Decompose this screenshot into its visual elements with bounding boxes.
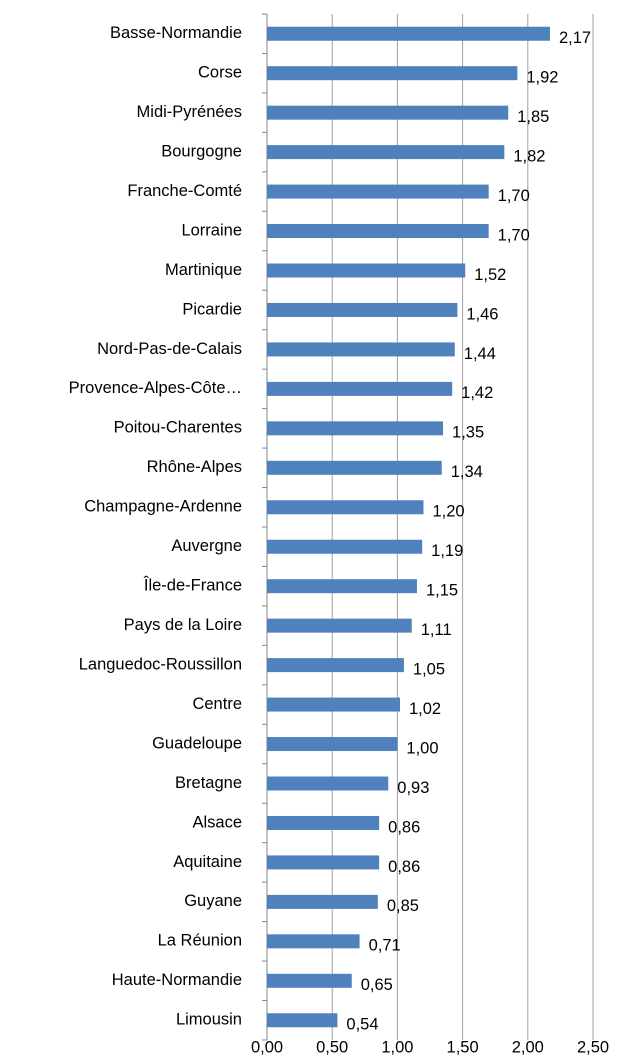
bar xyxy=(267,26,550,41)
y-tick-label: Bourgogne xyxy=(161,142,242,160)
bar xyxy=(267,815,380,830)
value-label: 0,54 xyxy=(346,1016,378,1034)
bar xyxy=(267,894,378,909)
y-tick-label: Lorraine xyxy=(181,221,242,239)
value-label: 1,00 xyxy=(406,739,438,757)
y-tick-label: Poitou-Charentes xyxy=(114,419,242,437)
value-label: 1,52 xyxy=(474,266,506,284)
y-tick-label: Haute-Normandie xyxy=(112,971,242,989)
value-label: 0,71 xyxy=(369,937,401,955)
bar xyxy=(267,302,458,317)
value-label: 1,02 xyxy=(409,700,441,718)
value-label: 0,65 xyxy=(361,976,393,994)
value-label: 2,17 xyxy=(559,29,591,47)
y-tick-label: Champagne-Ardenne xyxy=(84,498,242,516)
value-label: 1,15 xyxy=(426,582,458,600)
bar xyxy=(267,224,489,239)
bar xyxy=(267,1013,338,1028)
value-label: 1,70 xyxy=(498,226,530,244)
bar xyxy=(267,184,489,199)
value-label: 1,46 xyxy=(466,305,498,323)
value-label: 1,44 xyxy=(464,345,496,363)
value-label: 1,85 xyxy=(517,108,549,126)
value-label: 0,93 xyxy=(397,779,429,797)
bar xyxy=(267,263,466,278)
bar xyxy=(267,973,352,988)
x-tick-label: 0,00 xyxy=(251,1038,283,1056)
bar xyxy=(267,934,360,949)
value-label: 1,82 xyxy=(513,147,545,165)
x-tick-label: 2,00 xyxy=(512,1038,544,1056)
x-tick-label: 1,50 xyxy=(447,1038,479,1056)
y-tick-label: Guadeloupe xyxy=(152,734,242,752)
y-tick-label: Centre xyxy=(192,695,242,713)
y-tick-label: La Réunion xyxy=(158,932,242,950)
x-tick-label: 1,00 xyxy=(381,1038,413,1056)
y-tick-label: Languedoc-Roussillon xyxy=(79,655,242,673)
y-tick-label: Auvergne xyxy=(171,537,242,555)
value-label: 0,86 xyxy=(388,818,420,836)
bar xyxy=(267,618,412,633)
bar xyxy=(267,105,509,120)
y-tick-label: Guyane xyxy=(184,892,242,910)
bar xyxy=(267,145,505,160)
bar xyxy=(267,460,442,475)
bar xyxy=(267,66,518,81)
bar xyxy=(267,776,389,791)
y-tick-label: Picardie xyxy=(182,300,242,318)
y-tick-label: Martinique xyxy=(165,261,242,279)
value-label: 1,34 xyxy=(451,463,483,481)
y-tick-label: Corse xyxy=(198,64,242,82)
x-tick-label: 0,50 xyxy=(316,1038,348,1056)
y-tick-label: Aquitaine xyxy=(173,853,242,871)
value-label: 1,92 xyxy=(526,69,558,87)
bar xyxy=(267,737,398,752)
value-label: 1,42 xyxy=(461,384,493,402)
bar xyxy=(267,697,401,712)
y-tick-label: Rhône-Alpes xyxy=(147,458,242,476)
y-tick-label: Bretagne xyxy=(175,774,242,792)
bar xyxy=(267,342,455,357)
y-tick-label: Nord-Pas-de-Calais xyxy=(97,340,242,358)
y-tick-label: Île-de-France xyxy=(143,576,242,595)
bar xyxy=(267,381,453,396)
y-tick-label: Franche-Comté xyxy=(127,182,242,200)
y-tick-label: Limousin xyxy=(176,1011,242,1029)
y-tick-label: Provence-Alpes-Côte… xyxy=(69,379,242,397)
y-tick-label: Basse-Normandie xyxy=(110,24,242,42)
value-label: 1,70 xyxy=(498,187,530,205)
value-label: 1,35 xyxy=(452,424,484,442)
bar xyxy=(267,539,423,554)
value-label: 0,85 xyxy=(387,897,419,915)
value-label: 1,20 xyxy=(432,503,464,521)
y-tick-label: Pays de la Loire xyxy=(124,616,242,634)
bar xyxy=(267,579,417,594)
value-label: 0,86 xyxy=(388,858,420,876)
value-label: 1,05 xyxy=(413,660,445,678)
bar xyxy=(267,421,444,436)
value-label: 1,11 xyxy=(421,621,452,639)
bar xyxy=(267,658,404,673)
bar xyxy=(267,500,424,515)
x-tick-label: 2,50 xyxy=(577,1038,609,1056)
y-tick-label: Alsace xyxy=(192,813,242,831)
bar xyxy=(267,855,380,870)
y-tick-label: Midi-Pyrénées xyxy=(137,103,242,121)
value-label: 1,19 xyxy=(431,542,463,560)
